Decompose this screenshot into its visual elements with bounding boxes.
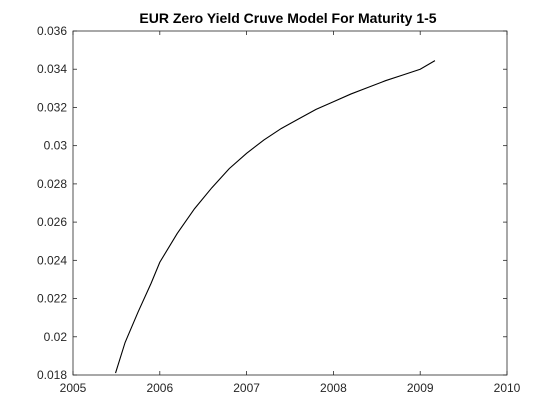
x-axis: 2005 2006 2007 2008 2009 2010 [60,31,521,395]
series-line [115,60,436,374]
x-tick-label: 2005 [60,381,87,395]
y-tick-label: 0.026 [37,215,67,229]
y-tick-label: 0.028 [37,177,67,191]
y-tick-label: 0.032 [37,100,67,114]
x-tick-label: 2008 [320,381,347,395]
x-tick-label: 2006 [146,381,173,395]
y-axis: 0.018 0.02 0.022 0.024 0.026 0.028 0.03 0.032 0.… [37,24,507,382]
y-tick-label: 0.022 [37,292,67,306]
y-tick-label: 0.034 [37,62,67,76]
y-tick-label: 0.024 [37,253,67,267]
y-tick-label: 0.036 [37,24,67,38]
x-tick-label: 2007 [233,381,260,395]
x-tick-label: 2010 [494,381,521,395]
y-tick-label: 0.018 [37,368,67,382]
x-tick-label: 2009 [407,381,434,395]
y-tick-label: 0.02 [44,330,68,344]
plot-frame [72,30,508,376]
chart-title: EUR Zero Yield Cruve Model For Maturity … [139,10,436,26]
y-tick-label: 0.03 [44,139,68,153]
series-layer [115,60,436,374]
plot-area: 2005 2006 2007 2008 2009 2010 0.0180.020.0220… [37,24,521,395]
